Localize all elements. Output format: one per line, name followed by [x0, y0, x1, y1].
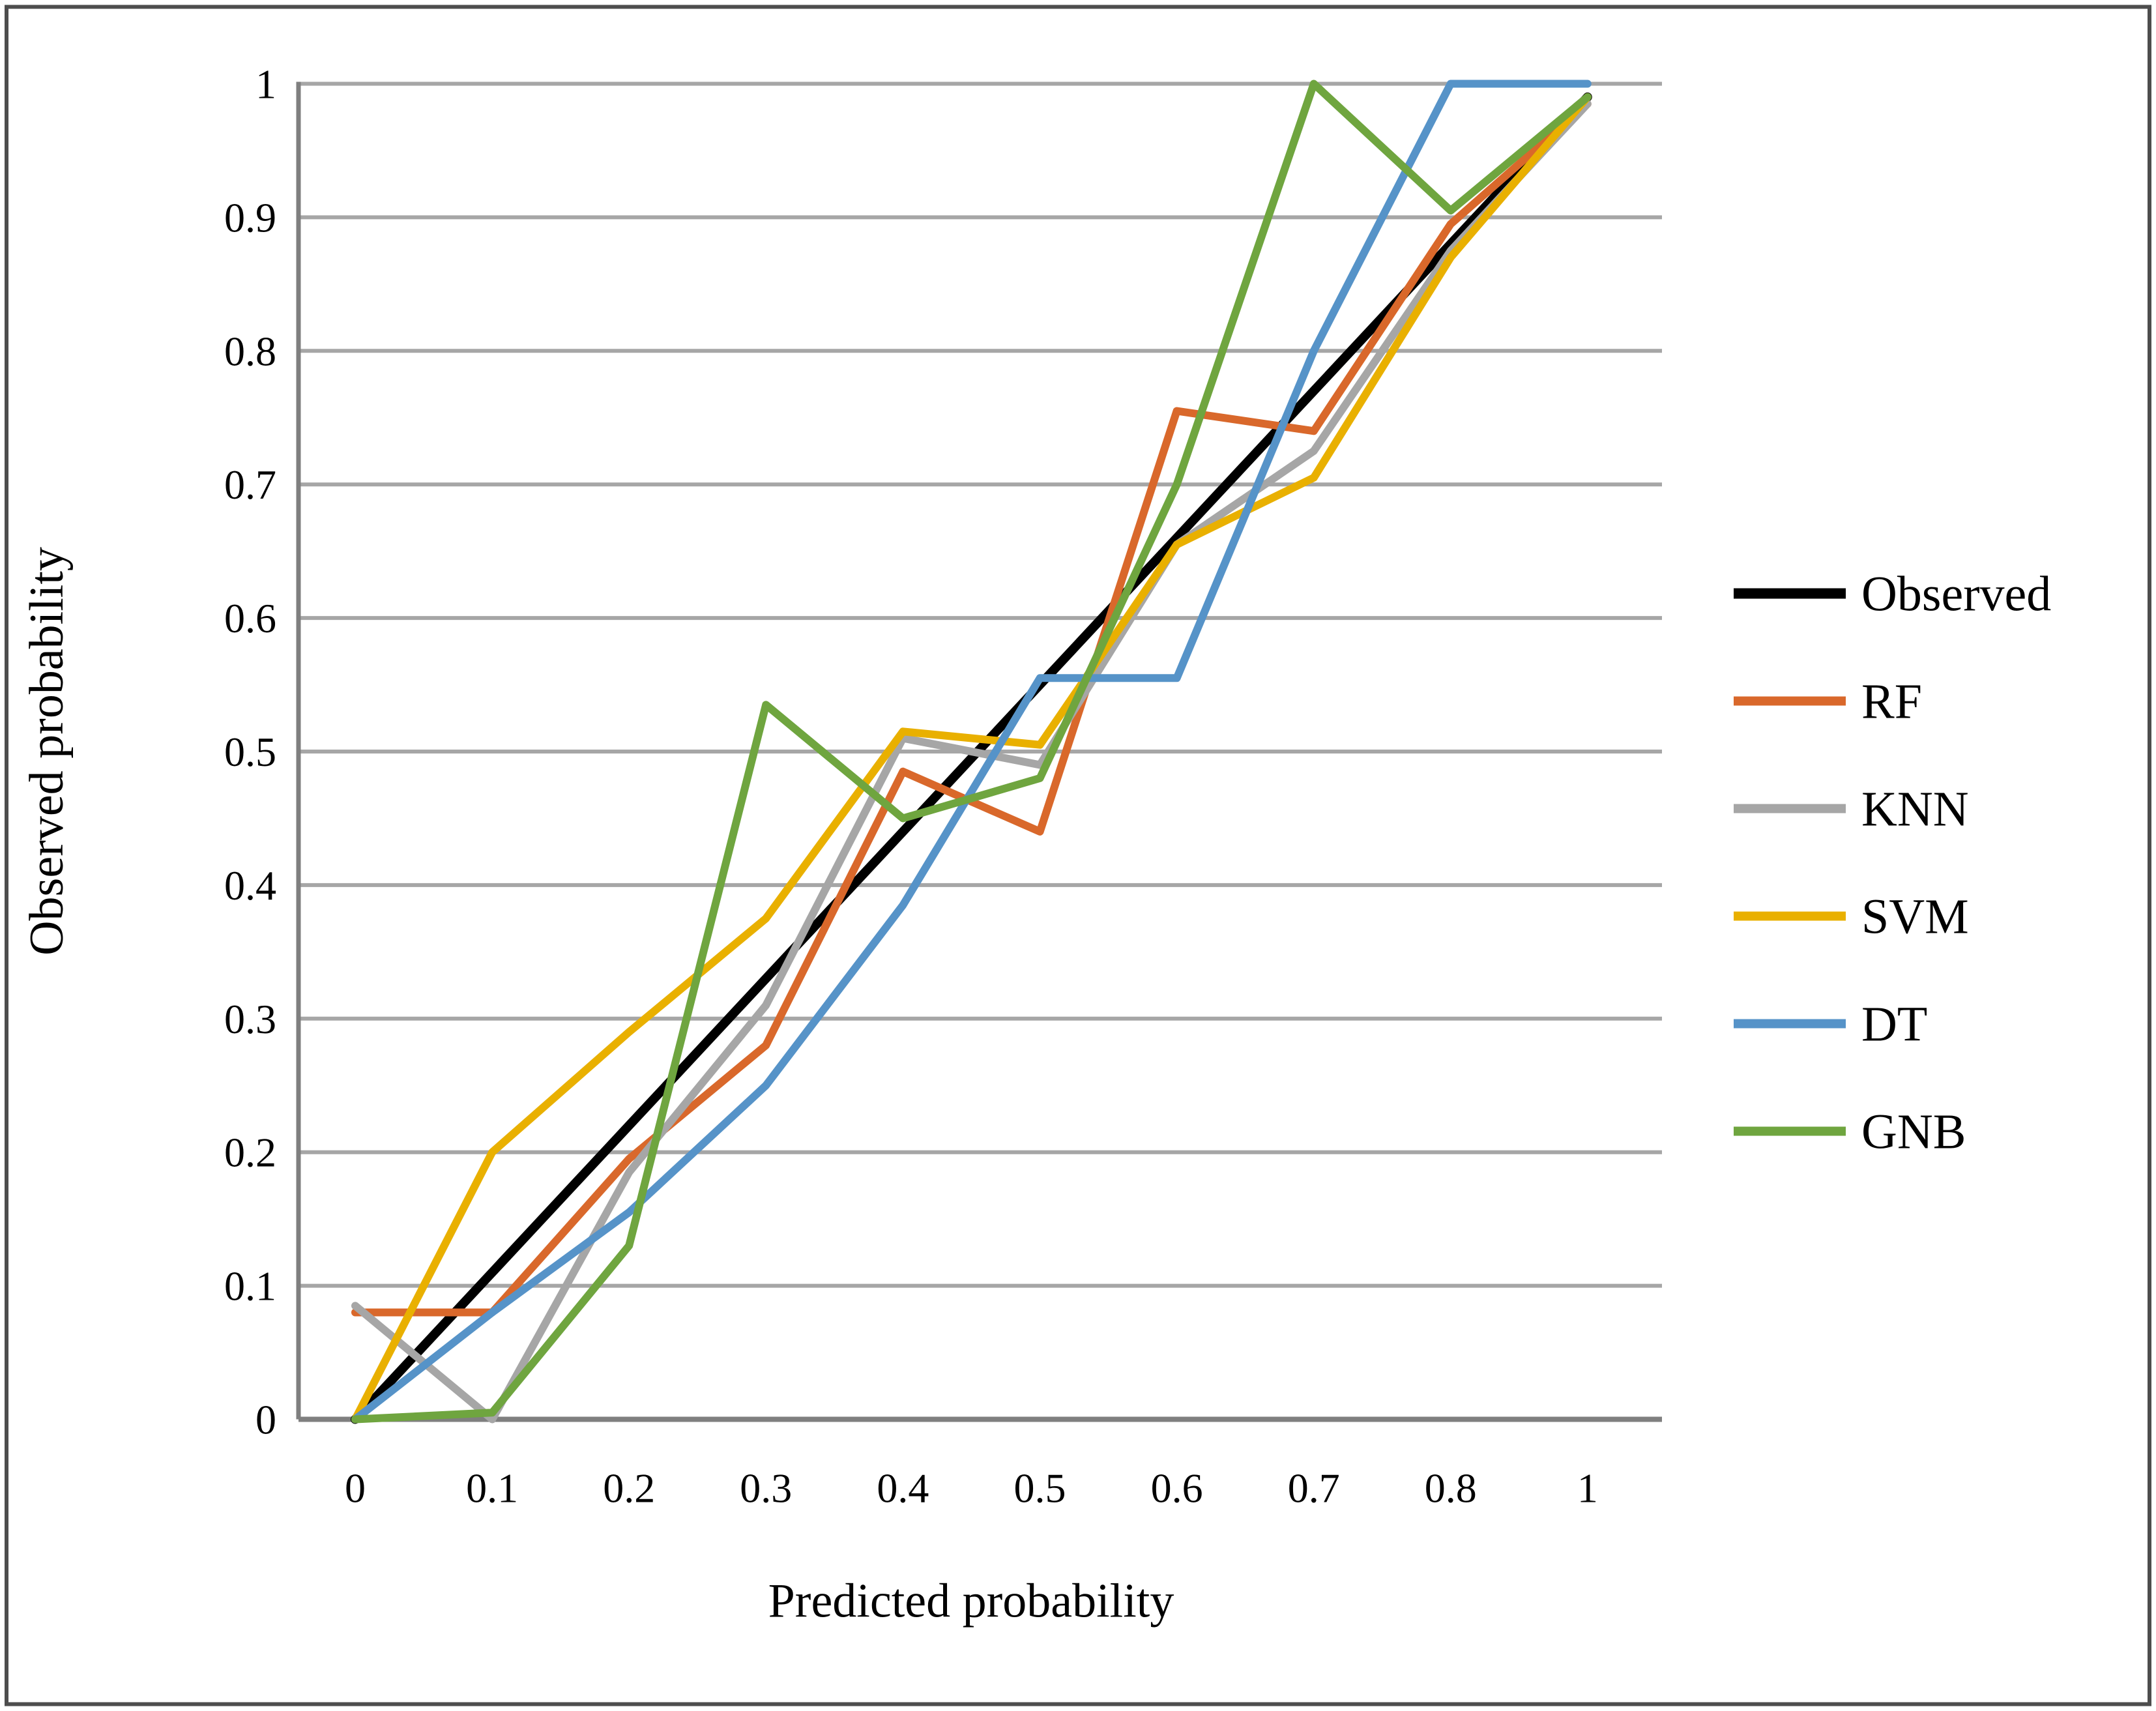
y-tick-label-0.9: 0.9: [224, 194, 276, 241]
axes: [296, 81, 1662, 1422]
series-line-dt: [351, 80, 1592, 1424]
figure-border: [5, 5, 2151, 1706]
y-tick-label-0.8: 0.8: [224, 328, 276, 374]
legend-label-gnb: GNB: [1861, 1105, 1966, 1160]
series-line-observed: [351, 92, 1592, 1424]
y-tick-label-0.7: 0.7: [224, 461, 276, 508]
x-tick-label-0.5: 0.5: [1014, 1465, 1066, 1512]
legend-label-dt: DT: [1861, 997, 1927, 1052]
y-tick-label-0.5: 0.5: [224, 729, 276, 775]
legend-item-observed: Observed: [1734, 567, 2051, 622]
x-tick-label-1: 1: [1577, 1465, 1598, 1512]
series-lines: [351, 80, 1592, 1424]
series-line-knn: [351, 100, 1592, 1424]
legend: Observed RF KNN SVM DT GNB: [1734, 567, 2051, 1160]
x-tick-label-0.6: 0.6: [1151, 1465, 1203, 1512]
x-tick-label-0.2: 0.2: [603, 1465, 655, 1512]
gridlines: [299, 81, 1662, 1288]
legend-label-svm: SVM: [1861, 890, 1969, 944]
legend-label-knn: KNN: [1861, 782, 1969, 837]
legend-label-observed: Observed: [1861, 567, 2051, 622]
x-tick-label-0: 0: [345, 1465, 366, 1512]
y-tick-label-0.3: 0.3: [224, 996, 276, 1042]
x-tick-label-0.4: 0.4: [877, 1465, 929, 1512]
legend-item-dt: DT: [1734, 997, 1927, 1052]
tick-labels: 0 0.1 0.2 0.3 0.4 0.5 0.6 0.7 0.8 0.9 1 0 0.1 0.2 0.3 0…: [224, 61, 1598, 1512]
legend-item-knn: KNN: [1734, 782, 1969, 837]
x-tick-label-0.7: 0.7: [1288, 1465, 1340, 1512]
y-tick-label-0.2: 0.2: [224, 1130, 276, 1176]
y-tick-label-0.6: 0.6: [224, 595, 276, 641]
y-tick-label-0.1: 0.1: [224, 1263, 276, 1309]
x-axis-title: Predicted probability: [768, 1575, 1174, 1628]
legend-item-rf: RF: [1734, 675, 1922, 729]
legend-item-gnb: GNB: [1734, 1105, 1966, 1160]
x-tick-label-0.1: 0.1: [466, 1465, 518, 1512]
x-tick-label-0.8: 0.8: [1425, 1465, 1477, 1512]
series-line-gnb: [351, 80, 1592, 1424]
series-line-svm: [351, 93, 1592, 1424]
legend-item-svm: SVM: [1734, 890, 1969, 944]
x-tick-label-0.3: 0.3: [740, 1465, 792, 1512]
legend-label-rf: RF: [1861, 675, 1922, 729]
y-axis-title: Observed probability: [20, 547, 74, 956]
y-tick-label-0: 0: [255, 1397, 276, 1443]
y-tick-label-1: 1: [255, 61, 276, 108]
y-tick-label-0.4: 0.4: [224, 862, 276, 909]
